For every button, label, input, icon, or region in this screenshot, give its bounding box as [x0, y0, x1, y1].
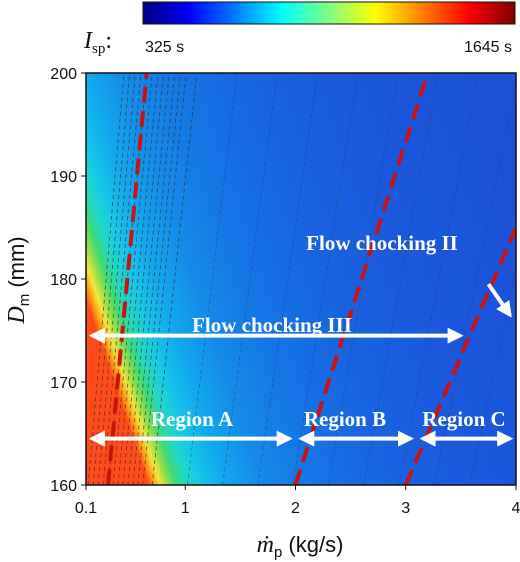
- x-axis-ticks: 0.1 1 2 3 4: [75, 485, 520, 517]
- x-tick-label: 1: [181, 500, 190, 517]
- label-flow-chocking-iii: Flow chocking III: [192, 313, 352, 337]
- colorbar-label-sub: sp: [92, 41, 105, 57]
- colorbar: Isp: 325 s 1645 s: [83, 1, 516, 57]
- contour-line: [112, 73, 153, 485]
- y-tick-label: 200: [50, 66, 77, 83]
- contour-line: [142, 73, 187, 485]
- contour-line: [187, 73, 238, 485]
- x-axis-title-unit: (kg/s): [282, 532, 343, 557]
- contour-line: [97, 73, 136, 485]
- y-tick-label: 170: [50, 375, 77, 392]
- annotations: Flow chocking III Region A Region B Regi…: [88, 231, 514, 447]
- x-tick-label: 0.1: [75, 500, 97, 517]
- y-axis-ticks: 160 170 180 190 200: [50, 66, 86, 495]
- contour-line: [469, 269, 516, 485]
- contour-line: [137, 73, 181, 485]
- contour-line: [92, 73, 131, 485]
- contour-line: [87, 73, 125, 485]
- x-tick-label: 3: [401, 500, 410, 517]
- contour-line: [117, 73, 159, 485]
- colorbar-max-label: 1645 s: [464, 39, 512, 56]
- plot-area: [85, 72, 517, 486]
- contour-line: [222, 73, 278, 485]
- x-axis-title: ṁp (kg/s): [257, 532, 344, 561]
- label-region-c: Region C: [422, 407, 505, 431]
- label-region-b: Region B: [304, 407, 386, 431]
- contour-line: [132, 73, 176, 485]
- boundary-1: [106, 73, 149, 485]
- y-axis-title-unit: (mm): [4, 236, 29, 293]
- y-tick-label: 180: [50, 272, 77, 289]
- x-axis-title-sub: p: [274, 544, 282, 561]
- label-flow-chocking-ii: Flow chocking II: [306, 231, 458, 255]
- colorbar-label: Isp:: [83, 28, 112, 57]
- boundary-lines: [106, 73, 516, 485]
- colorbar-min-label: 325 s: [145, 39, 184, 56]
- contour-line: [122, 73, 165, 485]
- contour-line: [257, 73, 318, 485]
- colorbar-bar: [142, 1, 516, 25]
- label-region-a: Region A: [151, 407, 234, 431]
- colorbar-label-colon: :: [105, 28, 112, 54]
- contour-lines: [87, 73, 516, 485]
- plot-field: [86, 73, 516, 485]
- x-tick-label: 4: [512, 500, 520, 517]
- contour-line: [127, 73, 170, 485]
- colorbar-label-symbol: I: [83, 28, 93, 54]
- x-axis-title-symbol: ṁ: [257, 532, 274, 558]
- x-tick-label: 2: [291, 500, 300, 517]
- y-tick-label: 190: [50, 169, 77, 186]
- contour-line: [151, 73, 198, 485]
- boundary-2: [293, 73, 430, 485]
- y-axis-title: Dm (mm): [4, 236, 33, 324]
- y-axis-title-sub: m: [16, 294, 33, 307]
- contour-line: [434, 84, 516, 485]
- y-axis-title-symbol: D: [4, 306, 30, 324]
- arrow-flow-chocking-ii: [486, 283, 512, 318]
- contour-line: [102, 73, 142, 485]
- y-tick-label: 160: [50, 478, 77, 495]
